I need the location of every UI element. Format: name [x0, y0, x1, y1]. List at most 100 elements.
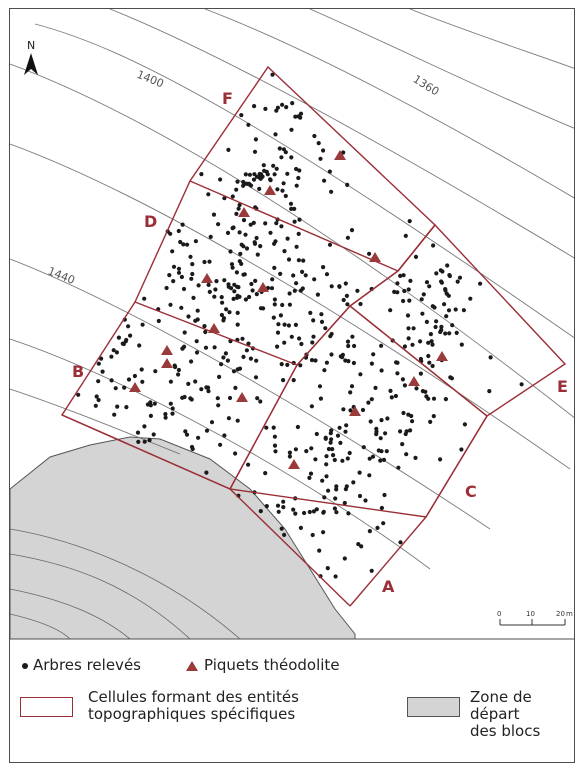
legend-zone-line2: des blocs	[470, 722, 541, 740]
tree-point	[450, 323, 455, 328]
tree-point	[147, 438, 152, 443]
tree-point	[289, 206, 294, 211]
tree-point	[341, 407, 346, 412]
tree-point	[254, 174, 260, 179]
tree-point	[333, 496, 338, 501]
tree-point	[113, 386, 118, 391]
tree-point	[324, 272, 330, 277]
tree-point	[427, 284, 432, 289]
tree-point	[453, 307, 458, 312]
tree-point	[274, 221, 279, 226]
tree-point	[352, 343, 357, 349]
tree-point	[331, 453, 336, 458]
tree-point	[191, 295, 196, 300]
tree-point	[329, 331, 334, 337]
tree-point	[232, 282, 237, 287]
tree-point	[152, 401, 157, 406]
tree-point	[213, 287, 218, 292]
tree-point	[234, 187, 239, 192]
tree-point	[297, 336, 302, 341]
tree-point	[311, 509, 316, 514]
tree-point	[291, 507, 296, 512]
tree-point	[430, 363, 435, 369]
tree-point	[100, 369, 105, 374]
tree-point	[193, 239, 198, 244]
tree-point	[232, 289, 237, 294]
tree-point	[410, 342, 415, 347]
tree-point	[190, 271, 195, 277]
cell-label-c: C	[465, 482, 477, 501]
tree-point	[344, 484, 349, 489]
tree-point	[274, 108, 279, 113]
tree-point	[208, 234, 213, 239]
tree-point	[355, 288, 360, 293]
tree-point	[367, 456, 372, 461]
tree-point	[459, 342, 464, 347]
stake-marker	[208, 323, 220, 333]
tree-point	[369, 397, 374, 402]
tree-point	[341, 150, 346, 155]
tree-point	[321, 265, 326, 270]
tree-point	[241, 354, 246, 359]
tree-point	[186, 381, 191, 386]
tree-point	[251, 177, 257, 182]
tree-point	[311, 334, 316, 339]
tree-point	[418, 339, 423, 344]
tree-point	[349, 228, 355, 233]
cell-label-d: D	[144, 212, 157, 231]
tree-point	[329, 437, 334, 442]
tree-point	[293, 114, 298, 119]
tree-point	[279, 155, 284, 160]
tree-point	[396, 465, 401, 470]
tree-point	[370, 454, 376, 459]
tree-point	[264, 425, 269, 430]
tree-point	[280, 102, 285, 107]
map-frame: 1400 1360 1440 N	[9, 8, 575, 763]
tree-point	[324, 474, 329, 479]
tree-point	[279, 362, 284, 367]
tree-point	[462, 422, 467, 427]
tree-point	[388, 308, 393, 313]
tree-point	[351, 480, 356, 485]
tree-point	[219, 295, 224, 300]
tree-point	[322, 368, 327, 373]
tree-point	[401, 410, 406, 416]
tree-point	[326, 488, 331, 493]
tree-point	[207, 289, 212, 294]
tree-point	[241, 218, 247, 223]
stake-marker	[436, 351, 448, 361]
tree-point	[222, 196, 227, 201]
tree-point	[225, 230, 231, 235]
contour-label-1400: 1400	[135, 68, 166, 91]
tree-point	[163, 415, 168, 420]
tree-point	[328, 440, 333, 445]
tree-point	[269, 286, 275, 291]
tree-point	[153, 369, 158, 374]
tree-point	[124, 405, 129, 410]
tree-point	[426, 353, 431, 359]
stake-marker	[129, 382, 141, 392]
tree-point	[287, 450, 292, 455]
tree-point	[246, 462, 251, 467]
tree-point	[317, 548, 322, 553]
tree-point	[455, 279, 460, 284]
tree-point	[184, 432, 190, 437]
tree-point	[142, 439, 147, 444]
tree-point	[292, 206, 297, 211]
tree-point	[433, 324, 438, 330]
tree-point	[194, 350, 200, 355]
legend-stakes-label: Piquets théodolite	[204, 656, 340, 674]
tree-point	[408, 428, 413, 433]
tree-point	[204, 428, 210, 433]
tree-point	[202, 324, 207, 329]
tree-point	[260, 174, 265, 179]
tree-point	[345, 456, 350, 461]
tree-point	[292, 288, 297, 293]
tree-point	[186, 314, 191, 319]
tree-point	[241, 179, 246, 185]
tree-point	[341, 297, 346, 303]
tree-point	[218, 442, 223, 447]
tree-point	[219, 312, 224, 318]
tree-point	[142, 296, 147, 301]
tree-point	[280, 188, 285, 193]
